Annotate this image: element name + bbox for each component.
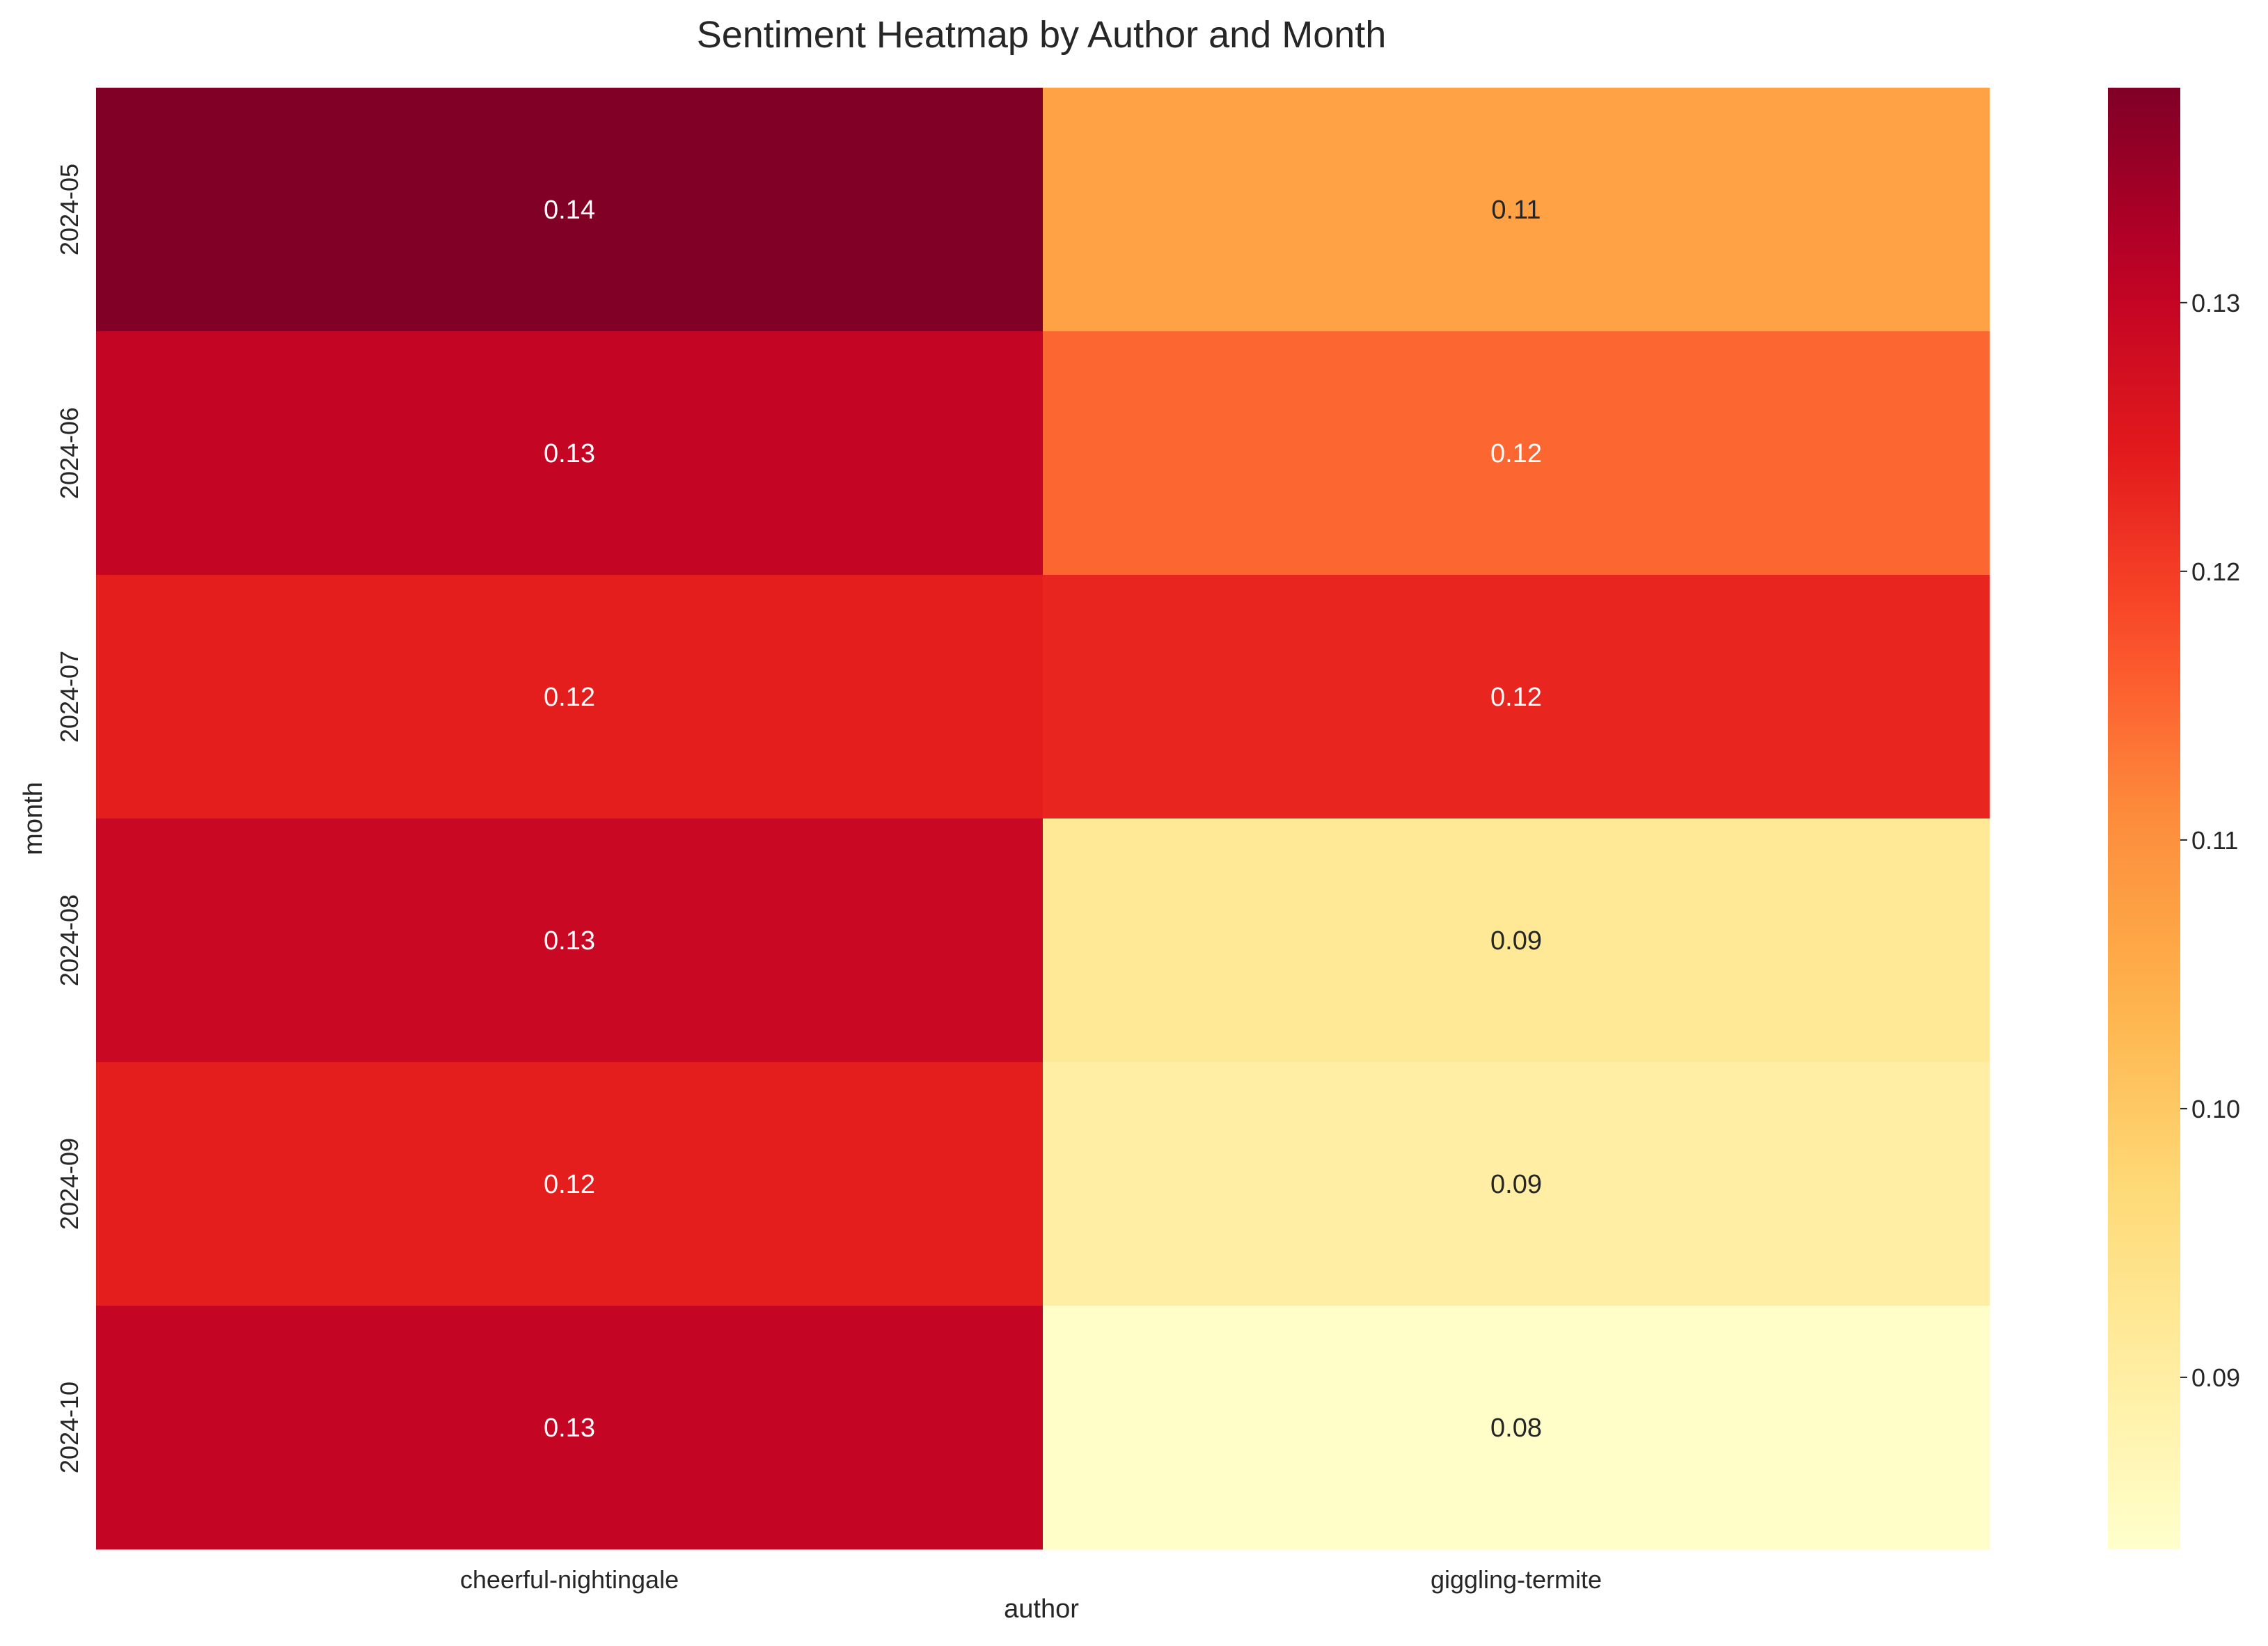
y-tick-label: 2024-09	[55, 1138, 84, 1230]
y-tick-label: 2024-10	[55, 1382, 84, 1473]
y-tick-label: 2024-05	[55, 164, 84, 255]
colorbar-tick-label: 0.12	[2191, 557, 2240, 586]
heatmap-cell	[1043, 1062, 1990, 1306]
heatmap-cell	[96, 1306, 1044, 1550]
colorbar-tick-label: 0.11	[2191, 826, 2238, 855]
heatmap-cells	[96, 88, 1990, 1550]
cell-value-label: 0.13	[544, 926, 595, 956]
y-axis-label: month	[19, 782, 48, 855]
cell-value-label: 0.11	[1491, 196, 1541, 225]
chart-title: Sentiment Heatmap by Author and Month	[697, 14, 1387, 56]
colorbar-tick-label: 0.10	[2191, 1095, 2240, 1123]
x-axis-ticks: cheerful-nightingale giggling-termite	[460, 1565, 1602, 1594]
heatmap-cell	[96, 331, 1044, 576]
cell-value-label: 0.12	[1490, 439, 1542, 468]
y-tick-label: 2024-07	[55, 651, 84, 743]
cell-value-label: 0.12	[544, 683, 595, 712]
x-tick-label: giggling-termite	[1431, 1565, 1602, 1594]
heatmap-cell	[1043, 575, 1990, 819]
colorbar	[2108, 88, 2180, 1549]
y-tick-label: 2024-06	[55, 407, 84, 499]
colorbar-tick-label: 0.13	[2191, 289, 2240, 317]
cell-value-label: 0.12	[544, 1170, 595, 1199]
x-tick-label: cheerful-nightingale	[460, 1565, 679, 1594]
cell-value-label: 0.09	[1490, 926, 1542, 956]
cell-value-label: 0.13	[544, 439, 595, 468]
heatmap-cell	[1043, 88, 1990, 332]
y-axis-ticks: 2024-05 2024-06 2024-07 2024-08 2024-09 2024-…	[55, 164, 84, 1473]
heatmap-cell	[1043, 331, 1990, 576]
cell-value-label: 0.12	[1490, 683, 1542, 712]
heatmap-cell-labels: 0.14 0.11 0.13 0.12 0.12 0.12 0.13 0.09 0.12 0.09…	[544, 196, 1542, 1443]
heatmap-cell	[1043, 1306, 1990, 1550]
colorbar-tick-label: 0.09	[2191, 1363, 2240, 1392]
cell-value-label: 0.14	[544, 196, 595, 225]
heatmap-cell	[1043, 818, 1990, 1063]
colorbar-ticks: 0.09 0.10 0.11 0.12 0.13	[2180, 289, 2240, 1392]
heatmap-cell	[96, 575, 1044, 819]
heatmap-cell	[96, 1062, 1044, 1306]
heatmap-cell	[96, 818, 1044, 1063]
cell-value-label: 0.08	[1490, 1414, 1542, 1443]
y-tick-label: 2024-08	[55, 894, 84, 986]
x-axis-label: author	[1004, 1594, 1079, 1624]
cell-value-label: 0.09	[1490, 1170, 1542, 1199]
heatmap-cell	[96, 88, 1044, 332]
cell-value-label: 0.13	[544, 1414, 595, 1443]
